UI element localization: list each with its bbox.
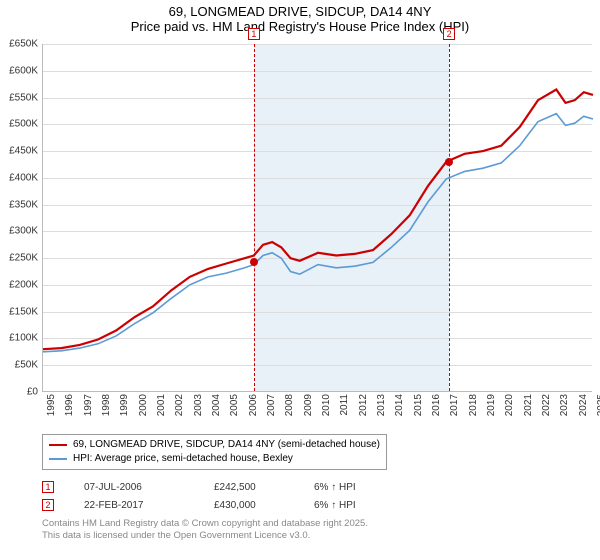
sale-marker-box: 1	[42, 481, 54, 493]
x-tick-label: 2021	[523, 394, 534, 424]
chart-title: 69, LONGMEAD DRIVE, SIDCUP, DA14 4NY Pri…	[0, 0, 600, 34]
x-tick-label: 1996	[64, 394, 75, 424]
legend-text: HPI: Average price, semi-detached house,…	[73, 452, 293, 466]
x-tick-label: 2020	[504, 394, 515, 424]
legend-text: 69, LONGMEAD DRIVE, SIDCUP, DA14 4NY (se…	[73, 438, 380, 452]
y-tick-label: £300K	[2, 226, 38, 237]
x-tick-label: 2019	[486, 394, 497, 424]
y-tick-label: £100K	[2, 333, 38, 344]
sale-diff: 6% ↑ HPI	[314, 500, 394, 511]
y-tick-label: £50K	[2, 360, 38, 371]
x-tick-label: 2022	[541, 394, 552, 424]
sale-diff: 6% ↑ HPI	[314, 482, 394, 493]
sale-price: £430,000	[214, 500, 284, 511]
x-tick-label: 2004	[211, 394, 222, 424]
x-tick-label: 1998	[101, 394, 112, 424]
x-tick-label: 2025	[596, 394, 600, 424]
x-tick-label: 2024	[578, 394, 589, 424]
x-tick-label: 2005	[229, 394, 240, 424]
sale-date: 07-JUL-2006	[84, 482, 184, 493]
legend-swatch	[49, 458, 67, 460]
y-tick-label: £650K	[2, 39, 38, 50]
x-tick-label: 1997	[83, 394, 94, 424]
y-tick-label: £550K	[2, 92, 38, 103]
x-tick-label: 2010	[321, 394, 332, 424]
sale-date: 22-FEB-2017	[84, 500, 184, 511]
y-tick-label: £350K	[2, 199, 38, 210]
series-hpi	[43, 114, 593, 352]
x-tick-label: 2006	[248, 394, 259, 424]
footer-attribution: Contains HM Land Registry data © Crown c…	[42, 518, 368, 542]
x-tick-label: 2001	[156, 394, 167, 424]
x-tick-label: 2002	[174, 394, 185, 424]
x-tick-label: 2012	[358, 394, 369, 424]
x-tick-label: 2013	[376, 394, 387, 424]
y-tick-label: £250K	[2, 253, 38, 264]
y-tick-label: £0	[2, 387, 38, 398]
y-tick-label: £200K	[2, 279, 38, 290]
y-tick-label: £600K	[2, 65, 38, 76]
sale-price: £242,500	[214, 482, 284, 493]
x-tick-label: 2017	[449, 394, 460, 424]
sale-row: 1 07-JUL-2006 £242,500 6% ↑ HPI	[42, 478, 394, 496]
y-tick-label: £400K	[2, 172, 38, 183]
footer-line1: Contains HM Land Registry data © Crown c…	[42, 518, 368, 530]
x-tick-label: 2016	[431, 394, 442, 424]
legend-item: 69, LONGMEAD DRIVE, SIDCUP, DA14 4NY (se…	[49, 438, 380, 452]
legend: 69, LONGMEAD DRIVE, SIDCUP, DA14 4NY (se…	[42, 434, 387, 470]
x-tick-label: 1999	[119, 394, 130, 424]
x-tick-label: 2014	[394, 394, 405, 424]
legend-item: HPI: Average price, semi-detached house,…	[49, 452, 380, 466]
title-subtitle: Price paid vs. HM Land Registry's House …	[0, 19, 600, 34]
marker-box-1: 1	[248, 28, 260, 40]
marker-dot-1	[250, 258, 258, 266]
marker-dot-2	[445, 158, 453, 166]
y-tick-label: £450K	[2, 146, 38, 157]
y-tick-label: £150K	[2, 306, 38, 317]
legend-swatch	[49, 444, 67, 446]
y-tick-label: £500K	[2, 119, 38, 130]
x-tick-label: 2023	[559, 394, 570, 424]
x-tick-label: 2000	[138, 394, 149, 424]
x-tick-label: 2009	[303, 394, 314, 424]
chart-container: { "title": { "line1": "69, LONGMEAD DRIV…	[0, 0, 600, 560]
x-tick-label: 2018	[468, 394, 479, 424]
x-tick-label: 2015	[413, 394, 424, 424]
x-tick-label: 2011	[339, 394, 350, 424]
x-tick-label: 2008	[284, 394, 295, 424]
marker-box-2: 2	[443, 28, 455, 40]
x-tick-label: 2007	[266, 394, 277, 424]
footer-line2: This data is licensed under the Open Gov…	[42, 530, 368, 542]
x-tick-label: 2003	[193, 394, 204, 424]
sales-table: 1 07-JUL-2006 £242,500 6% ↑ HPI 2 22-FEB-2017…	[42, 478, 394, 514]
x-tick-label: 1995	[46, 394, 57, 424]
sale-marker-box: 2	[42, 499, 54, 511]
line-series-svg	[43, 44, 592, 391]
series-price_paid	[43, 90, 593, 350]
plot-area: 12	[42, 44, 592, 392]
title-address: 69, LONGMEAD DRIVE, SIDCUP, DA14 4NY	[0, 4, 600, 19]
sale-row: 2 22-FEB-2017 £430,000 6% ↑ HPI	[42, 496, 394, 514]
